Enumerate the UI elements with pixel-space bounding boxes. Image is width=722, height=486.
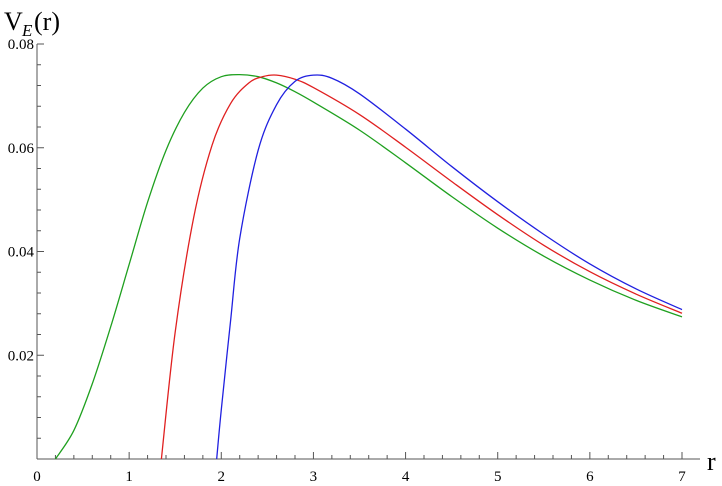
x-tick-label: 0 <box>33 469 41 485</box>
x-tick-label: 6 <box>586 469 594 485</box>
y-tick-label: 0.08 <box>8 37 34 53</box>
x-tick-label: 4 <box>402 469 410 485</box>
y-axis-title-sub: E <box>21 21 33 40</box>
series-line-3 <box>216 74 683 460</box>
axis-ticks <box>36 43 683 460</box>
x-tick-label: 7 <box>678 469 686 485</box>
x-tick-label: 1 <box>125 469 133 485</box>
x-axis-title: r <box>707 447 716 476</box>
series-lines <box>54 73 683 460</box>
y-axis-title-main: V <box>4 7 23 36</box>
y-tick-label: 0.04 <box>8 245 35 261</box>
y-axis-title: V E (r) <box>4 7 60 40</box>
y-tick-label: 0.02 <box>8 348 34 364</box>
x-tick-label: 2 <box>218 469 226 485</box>
x-tick-label: 5 <box>494 469 502 485</box>
series-line-1 <box>54 73 683 460</box>
axis-tick-labels: 0 1 2 3 4 5 6 7 0.02 0.04 0.06 0.08 <box>8 37 687 485</box>
y-axis-title-arg: (r) <box>34 7 60 36</box>
series-line-2 <box>160 74 683 460</box>
y-tick-label: 0.06 <box>8 141 35 157</box>
x-tick-label: 3 <box>310 469 318 485</box>
